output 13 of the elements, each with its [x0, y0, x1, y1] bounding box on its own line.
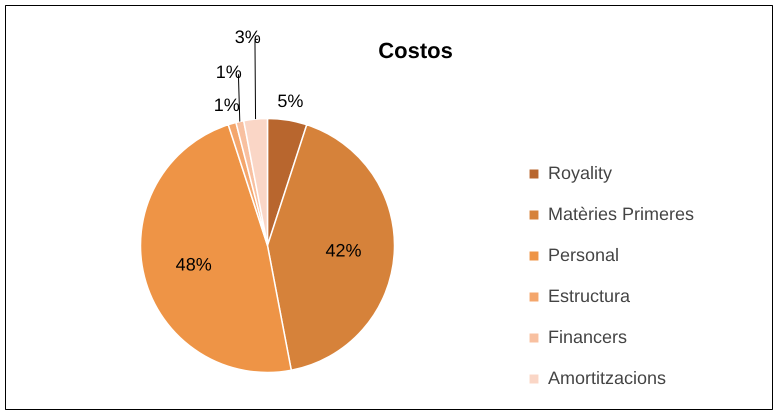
data-label: 42% — [326, 240, 362, 260]
legend-label: Estructura — [548, 286, 630, 307]
legend-label: Amortitzacions — [548, 368, 666, 389]
legend-label: Personal — [548, 245, 620, 266]
chart-title: Costos — [378, 38, 453, 63]
legend-label: Matèries Primeres — [548, 204, 694, 225]
data-label: 1% — [216, 62, 242, 82]
data-label: 48% — [176, 254, 212, 274]
legend-label: Royality — [548, 163, 612, 184]
legend-label: Financers — [548, 327, 628, 348]
data-label: 5% — [277, 91, 304, 112]
data-label: 3% — [234, 26, 261, 47]
data-label: 1% — [214, 95, 240, 116]
